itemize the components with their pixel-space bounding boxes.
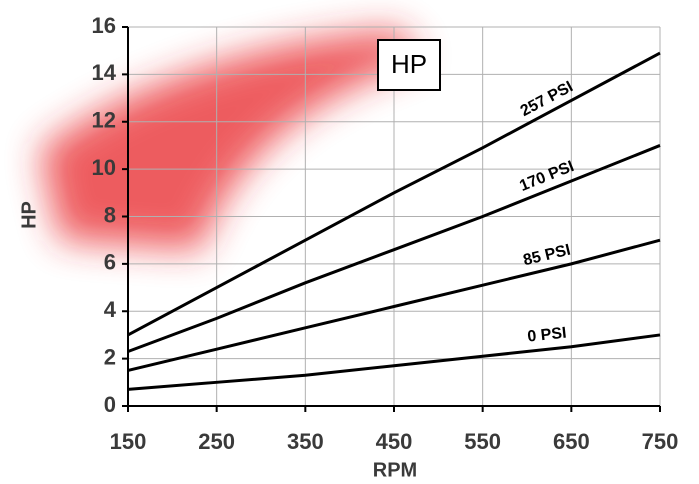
x-tick-label: 250 (198, 429, 235, 454)
series-label: 0 PSI (527, 325, 568, 346)
title-box (377, 39, 441, 91)
x-tick-label: 150 (110, 429, 147, 454)
x-tick-label: 450 (376, 429, 413, 454)
y-tick-label: 2 (104, 344, 116, 369)
series-line (127, 333, 661, 391)
lines (127, 51, 661, 391)
x-tick-label: 350 (287, 429, 324, 454)
series-line (127, 144, 661, 353)
y-tick-label: 14 (92, 60, 117, 85)
y-tick-label: 10 (92, 155, 116, 180)
x-tick-label: 750 (642, 429, 679, 454)
y-tick-label: 4 (104, 297, 117, 322)
x-tick-label: 650 (553, 429, 590, 454)
y-tick-label: 16 (92, 13, 116, 38)
y-tick-label: 8 (104, 202, 116, 227)
y-tick-label: 12 (92, 108, 116, 133)
background-shape (40, 30, 420, 250)
series-line (127, 51, 661, 337)
grid (122, 26, 661, 412)
chart-title: HP (391, 49, 427, 79)
y-axis-label: HP (18, 201, 40, 229)
y-tick-label: 0 (104, 392, 116, 417)
series-line (127, 238, 661, 372)
x-axis-label: RPM (373, 459, 417, 481)
x-tick-label: 550 (464, 429, 501, 454)
y-tick-label: 6 (104, 250, 116, 275)
